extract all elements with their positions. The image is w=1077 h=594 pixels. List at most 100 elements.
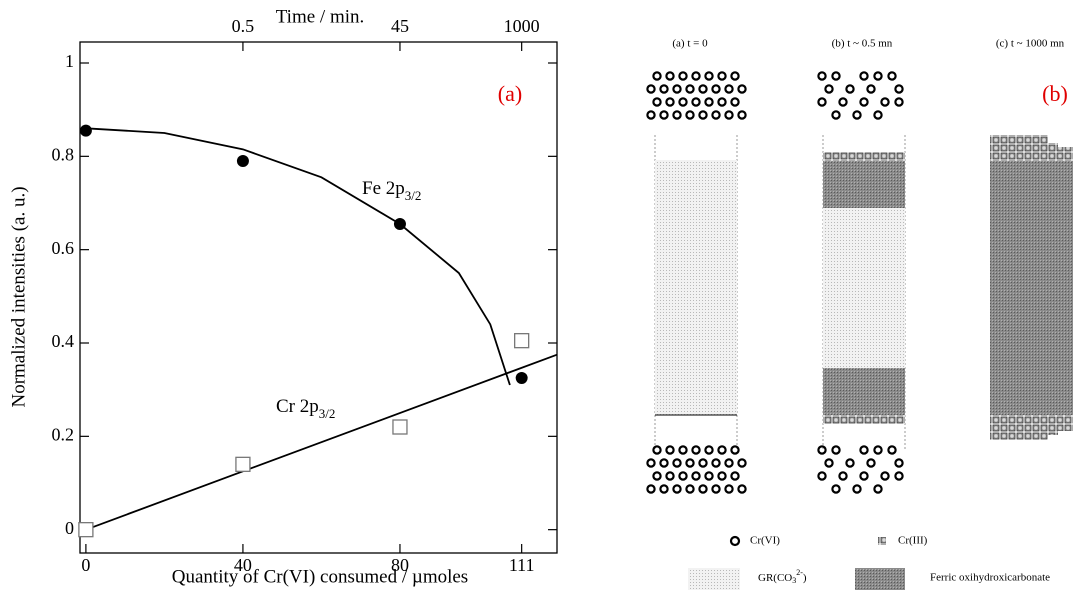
cr6-ion [873, 445, 883, 455]
x2-tick-label: 1000 [504, 16, 540, 36]
cr6-ion [845, 458, 855, 468]
cr6-ion [717, 471, 727, 481]
cr6-ion [691, 97, 701, 107]
cr6-ion [711, 84, 721, 94]
cr6-ion [665, 71, 675, 81]
x2-axis-title: Time / min. [276, 6, 365, 27]
cr6-ion [817, 471, 827, 481]
cr6-ion [730, 97, 740, 107]
cr6-ion [652, 445, 662, 455]
cr-point [78, 522, 94, 538]
column-title: (c) t ~ 1000 mn [996, 38, 1065, 50]
cr6-ion [711, 110, 721, 120]
cr6-ion [659, 110, 669, 120]
cr6-ion [678, 445, 688, 455]
cr6-ion [730, 71, 740, 81]
annotation-sub: 3/2 [319, 406, 336, 421]
cr6-ion [838, 471, 848, 481]
x-tick-label: 0 [81, 555, 90, 575]
cr3-layer [823, 415, 905, 424]
cr6-ion [724, 110, 734, 120]
cr6-ion [672, 484, 682, 494]
cr6-ion [659, 458, 669, 468]
legend-text: GR(CO [758, 572, 792, 584]
cr6-ion [672, 458, 682, 468]
cr6-ion [704, 97, 714, 107]
panel-label: (a) [498, 81, 522, 106]
cr6-ion [678, 71, 688, 81]
diagram [646, 71, 1073, 590]
cr6-ion [717, 71, 727, 81]
gr-layer [823, 208, 905, 368]
cr6-ion [678, 471, 688, 481]
legend-symbol [878, 537, 886, 545]
annotation: Fe 2p3/2 [362, 178, 421, 203]
cr6-ion [838, 97, 848, 107]
y-tick-label: 0 [65, 518, 74, 538]
cr6-ion [831, 110, 841, 120]
cr6-ion [880, 97, 890, 107]
y-tick-label: 0.4 [52, 331, 75, 351]
cr6-ion [665, 471, 675, 481]
cr6-ion [866, 458, 876, 468]
cr3-layer [823, 152, 905, 161]
column-title: (b) t ~ 0.5 mn [832, 38, 893, 50]
cr6-ion [672, 84, 682, 94]
cr6-ion [717, 445, 727, 455]
cr6-ion [859, 71, 869, 81]
cr6-ion [866, 84, 876, 94]
y-tick-label: 0.8 [52, 144, 75, 164]
cr6-ion [646, 484, 656, 494]
legend-sub: 3 [792, 576, 796, 585]
cr6-ion [845, 84, 855, 94]
cr6-ion [724, 84, 734, 94]
cr-point [514, 333, 530, 349]
legend-label: Ferric oxihydroxicarbonate [930, 572, 1050, 584]
cr6-ion [724, 458, 734, 468]
cr6-ion [652, 97, 662, 107]
cr6-ion [873, 71, 883, 81]
cr6-ion [711, 484, 721, 494]
cr6-ion [646, 458, 656, 468]
fit-line [85, 127, 511, 386]
cr6-ion [859, 445, 869, 455]
legend-label: Cr(III) [898, 535, 928, 547]
cr6-ion [894, 97, 904, 107]
cr6-ion [698, 458, 708, 468]
legend-label: Cr(VI) [750, 535, 780, 547]
cr6-ion [652, 471, 662, 481]
cr6-ion [724, 484, 734, 494]
cr3-layer [990, 415, 1073, 440]
cr6-ion [717, 97, 727, 107]
legend-symbol [729, 535, 741, 547]
y-tick-label: 1 [65, 51, 74, 71]
fe-point [79, 124, 92, 137]
cr6-ion [665, 445, 675, 455]
cr6-ion [704, 471, 714, 481]
x-axis-title: Quantity of Cr(VI) consumed / µmoles [172, 566, 468, 587]
annotation: Cr 2p3/2 [276, 396, 335, 421]
cr6-ion [691, 471, 701, 481]
y-tick-label: 0.6 [52, 238, 75, 258]
annotation-text: Fe 2p [362, 178, 405, 199]
fe-point [515, 372, 528, 384]
fe-point [236, 155, 249, 167]
y-axis-title: Normalized intensities (a. u.) [8, 186, 29, 407]
cr6-ion [894, 471, 904, 481]
cr6-ion [831, 445, 841, 455]
cr6-ion [672, 110, 682, 120]
cr6-ion [880, 471, 890, 481]
cr6-ion [685, 458, 695, 468]
legend-swatch [688, 568, 740, 590]
x-tick-label: 80 [391, 555, 409, 575]
legend-swatch [855, 568, 905, 590]
fe-point [393, 218, 406, 230]
cr6-ion [824, 84, 834, 94]
legend-label: GR(CO32-) [758, 568, 807, 585]
ferric-layer [823, 161, 905, 208]
ferric-layer [823, 368, 905, 415]
cr6-ion [831, 71, 841, 81]
cr6-ion [704, 71, 714, 81]
cr6-ion [873, 484, 883, 494]
